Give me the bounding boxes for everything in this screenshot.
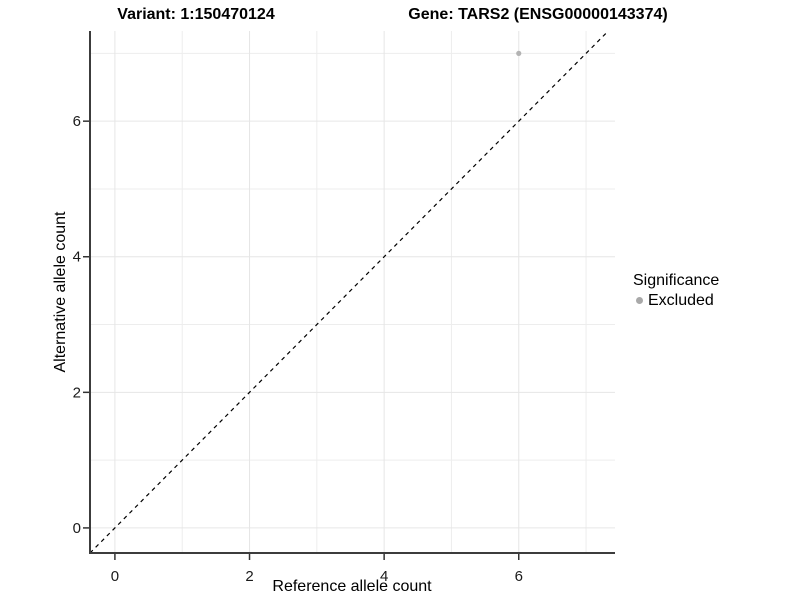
legend-item-excluded: Excluded — [631, 291, 719, 310]
legend-title: Significance — [633, 272, 720, 289]
legend: Significance Excluded — [631, 271, 719, 310]
y-tick-label: 6 — [73, 113, 81, 130]
plot-title-gene: Gene: TARS2 (ENSG00000143374) — [408, 6, 668, 23]
x-tick-label: 4 — [380, 568, 388, 585]
y-axis-title: Alternative allele count — [52, 211, 69, 373]
data-point — [516, 50, 522, 56]
y-tick-label: 2 — [73, 384, 81, 401]
x-axis-title: Reference allele count — [272, 578, 432, 595]
x-tick-label: 6 — [515, 568, 523, 585]
x-tick-label: 0 — [111, 568, 119, 585]
y-tick-label: 0 — [73, 520, 81, 537]
y-tick-label: 4 — [73, 249, 81, 266]
legend-key-dot — [636, 297, 643, 304]
legend-item-label: Excluded — [648, 292, 714, 309]
plot-title-variant: Variant: 1:150470124 — [117, 6, 275, 23]
identity-dashed-line — [89, 30, 609, 554]
x-tick-label: 2 — [245, 568, 253, 585]
